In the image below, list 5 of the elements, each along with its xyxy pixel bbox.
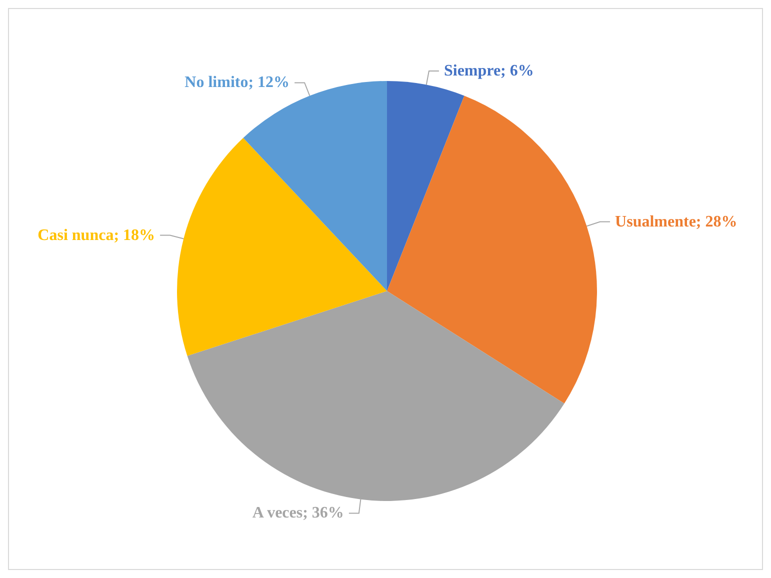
slice-label: Siempre; 6%	[444, 62, 534, 80]
slice-label: A veces; 36%	[252, 504, 344, 522]
slice-label: Casi nunca; 18%	[38, 226, 156, 244]
slice-label: No limito; 12%	[184, 74, 290, 92]
slice-label: Usualmente; 28%	[615, 213, 738, 230]
